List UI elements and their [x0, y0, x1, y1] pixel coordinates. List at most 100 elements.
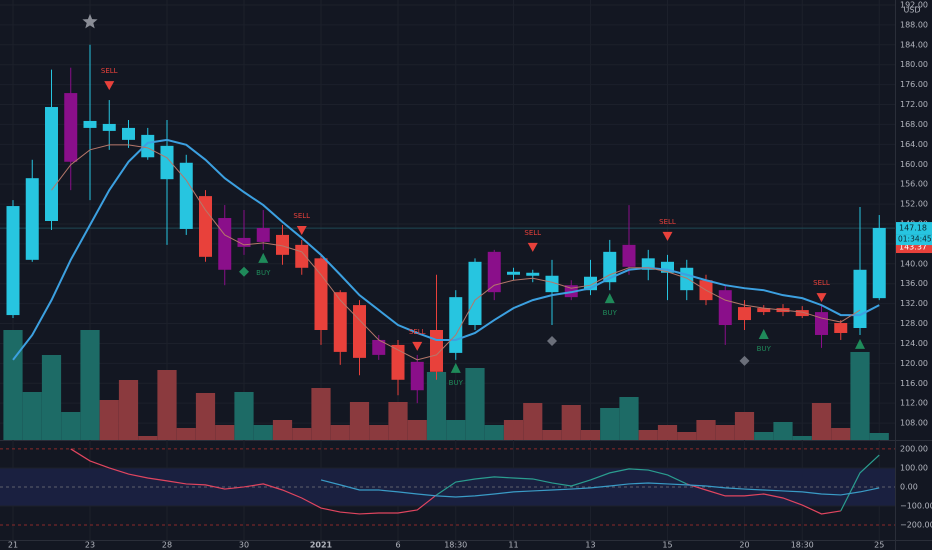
volume-bar	[754, 432, 774, 440]
volume-bar	[99, 400, 119, 440]
y-tick-label: 188.00	[900, 20, 928, 29]
volume-bar	[657, 425, 678, 440]
volume-bar	[600, 408, 620, 440]
candle-body	[83, 120, 97, 128]
volume-bar	[61, 412, 81, 440]
sell-label: SELL	[293, 212, 310, 220]
y-tick-label: 136.00	[900, 279, 928, 288]
candle-body	[641, 258, 655, 270]
candle-body	[834, 323, 848, 333]
x-tick-label: 15	[662, 541, 672, 550]
y-tick-label: 108.00	[900, 419, 928, 428]
candle-body	[276, 234, 289, 255]
oscillator-line	[70, 448, 437, 515]
candle-body	[102, 123, 116, 131]
countdown-label: 01:34:45	[898, 235, 932, 244]
volume-bar	[811, 403, 832, 440]
y-tick-label: 112.00	[900, 399, 928, 408]
volume-bar	[234, 392, 254, 440]
volume-bar	[580, 430, 601, 440]
x-tick-label: 25	[874, 541, 884, 550]
buy-marker	[450, 362, 461, 373]
x-tick-label: 28	[162, 541, 172, 550]
y-tick-label: 168.00	[900, 120, 928, 129]
volume-bar	[195, 393, 216, 440]
candle-body	[237, 237, 251, 247]
x-tick-label: 13	[585, 541, 595, 550]
candle-body	[795, 310, 809, 317]
oscillator-line	[840, 454, 880, 512]
candle-body	[218, 218, 232, 270]
candle-body	[738, 307, 751, 321]
sell-marker	[412, 341, 423, 351]
y-tick-label: 184.00	[900, 40, 928, 49]
candle-body	[468, 261, 482, 326]
candle-body	[757, 308, 771, 313]
y-tick-label: 172.00	[900, 100, 928, 109]
candle-body	[853, 269, 867, 329]
oscillator-tick-label: −100.00	[900, 501, 932, 510]
sell-label: SELL	[409, 328, 426, 336]
candle-body	[333, 292, 347, 352]
candle-body	[314, 258, 328, 330]
candle-body	[718, 290, 732, 326]
volume-bar	[138, 436, 158, 440]
volume-bar	[407, 420, 427, 440]
y-tick-label: 124.00	[900, 339, 928, 348]
candle-body	[391, 344, 405, 380]
oscillator-line	[686, 483, 841, 515]
buy-marker	[258, 252, 269, 263]
volume-bar	[677, 432, 697, 440]
volume-bar	[523, 403, 543, 440]
volume-bar	[792, 436, 812, 440]
x-tick-label: 18:30	[444, 541, 467, 550]
y-tick-label: 116.00	[900, 379, 928, 388]
volume-bar	[542, 430, 562, 440]
y-tick-label: 140.00	[900, 259, 928, 268]
y-tick-label: 176.00	[900, 80, 928, 89]
candle-body	[179, 162, 193, 229]
volume-bar	[330, 425, 350, 440]
countdown-tag	[896, 234, 932, 246]
x-tick-label: 23	[85, 541, 95, 550]
oscillator-tick-label: −200.00	[900, 520, 932, 529]
volume-bar	[831, 428, 851, 440]
volume-bar	[850, 352, 870, 440]
y-tick-label: 180.00	[900, 60, 928, 69]
oscillator-tick-label: 200.00	[900, 444, 928, 453]
candle-body	[295, 244, 309, 268]
sell-marker	[104, 81, 115, 91]
candle-body	[622, 244, 636, 267]
candle-body	[507, 271, 520, 275]
volume-bar	[41, 355, 62, 440]
volume-bar	[215, 425, 235, 440]
volume-bar	[446, 420, 466, 440]
buy-label: BUY	[449, 379, 464, 387]
sell-label: SELL	[101, 67, 118, 75]
x-tick-label: 2021	[310, 541, 333, 550]
candle-body	[45, 107, 58, 221]
candle-body	[449, 297, 463, 353]
candle-body	[872, 227, 886, 299]
y-tick-label: 156.00	[900, 180, 928, 189]
y-tick-label: 152.00	[900, 200, 928, 209]
y-tick-label: 132.00	[900, 299, 928, 308]
candle-body	[545, 275, 559, 293]
buy-marker	[855, 338, 865, 349]
oscillator-line	[320, 479, 880, 498]
volume-bar	[715, 425, 735, 440]
volume-bar	[369, 425, 389, 440]
sell-label: SELL	[813, 279, 830, 287]
sell-label: SELL	[659, 218, 676, 226]
volume-bar	[465, 368, 485, 440]
x-tick-label: 11	[508, 541, 518, 550]
volume-bar	[561, 405, 581, 440]
diamond-marker	[739, 355, 750, 366]
volume-bar	[80, 330, 100, 440]
sell-marker	[816, 293, 827, 303]
volume-bar	[696, 420, 716, 440]
volume-bar	[388, 402, 408, 440]
currency-label: USD	[903, 6, 920, 15]
price-tag	[896, 222, 932, 235]
